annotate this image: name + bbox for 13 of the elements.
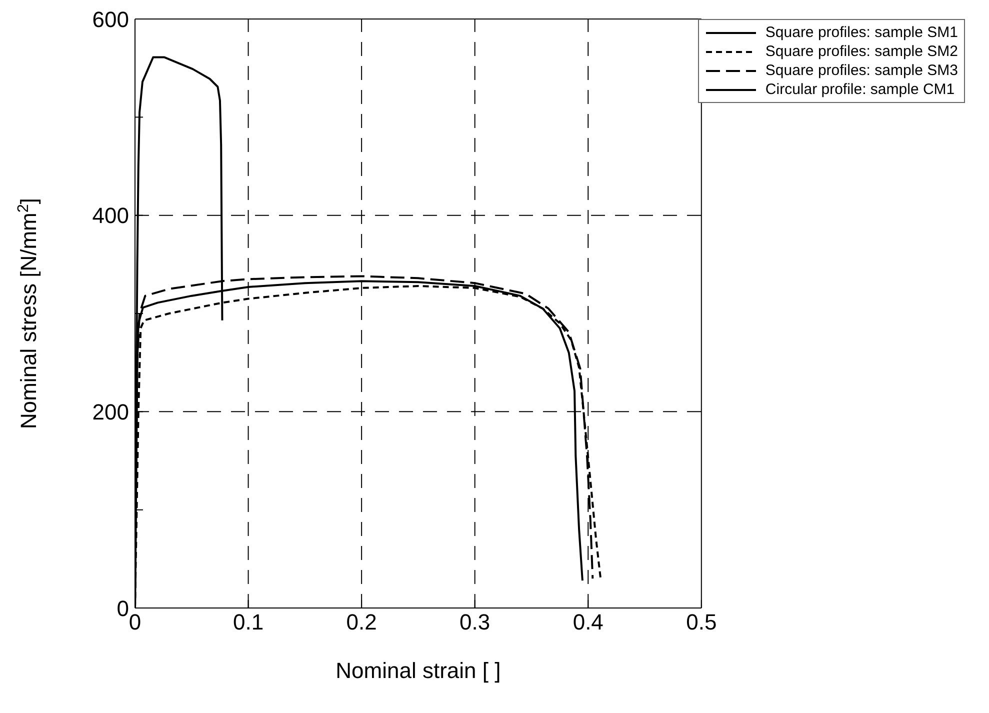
legend-label: Circular profile: sample CM1 bbox=[765, 80, 955, 99]
x-axis-title: Nominal strain [ ] bbox=[336, 658, 501, 683]
y-tick-label: 200 bbox=[92, 399, 129, 424]
x-tick-label: 0.2 bbox=[346, 610, 377, 635]
x-tick-label: 0.1 bbox=[232, 610, 264, 635]
y-tick-label: 400 bbox=[92, 203, 129, 228]
legend-label: Square profiles: sample SM2 bbox=[765, 42, 958, 61]
legend-label: Square profiles: sample SM1 bbox=[765, 23, 958, 42]
legend-label: Square profiles: sample SM3 bbox=[765, 61, 958, 80]
y-tick-label: 600 bbox=[92, 6, 129, 32]
x-tick-label: 0.4 bbox=[572, 610, 604, 635]
x-tick-label: 0.5 bbox=[686, 610, 717, 635]
x-tick-label: 0.3 bbox=[460, 610, 490, 635]
